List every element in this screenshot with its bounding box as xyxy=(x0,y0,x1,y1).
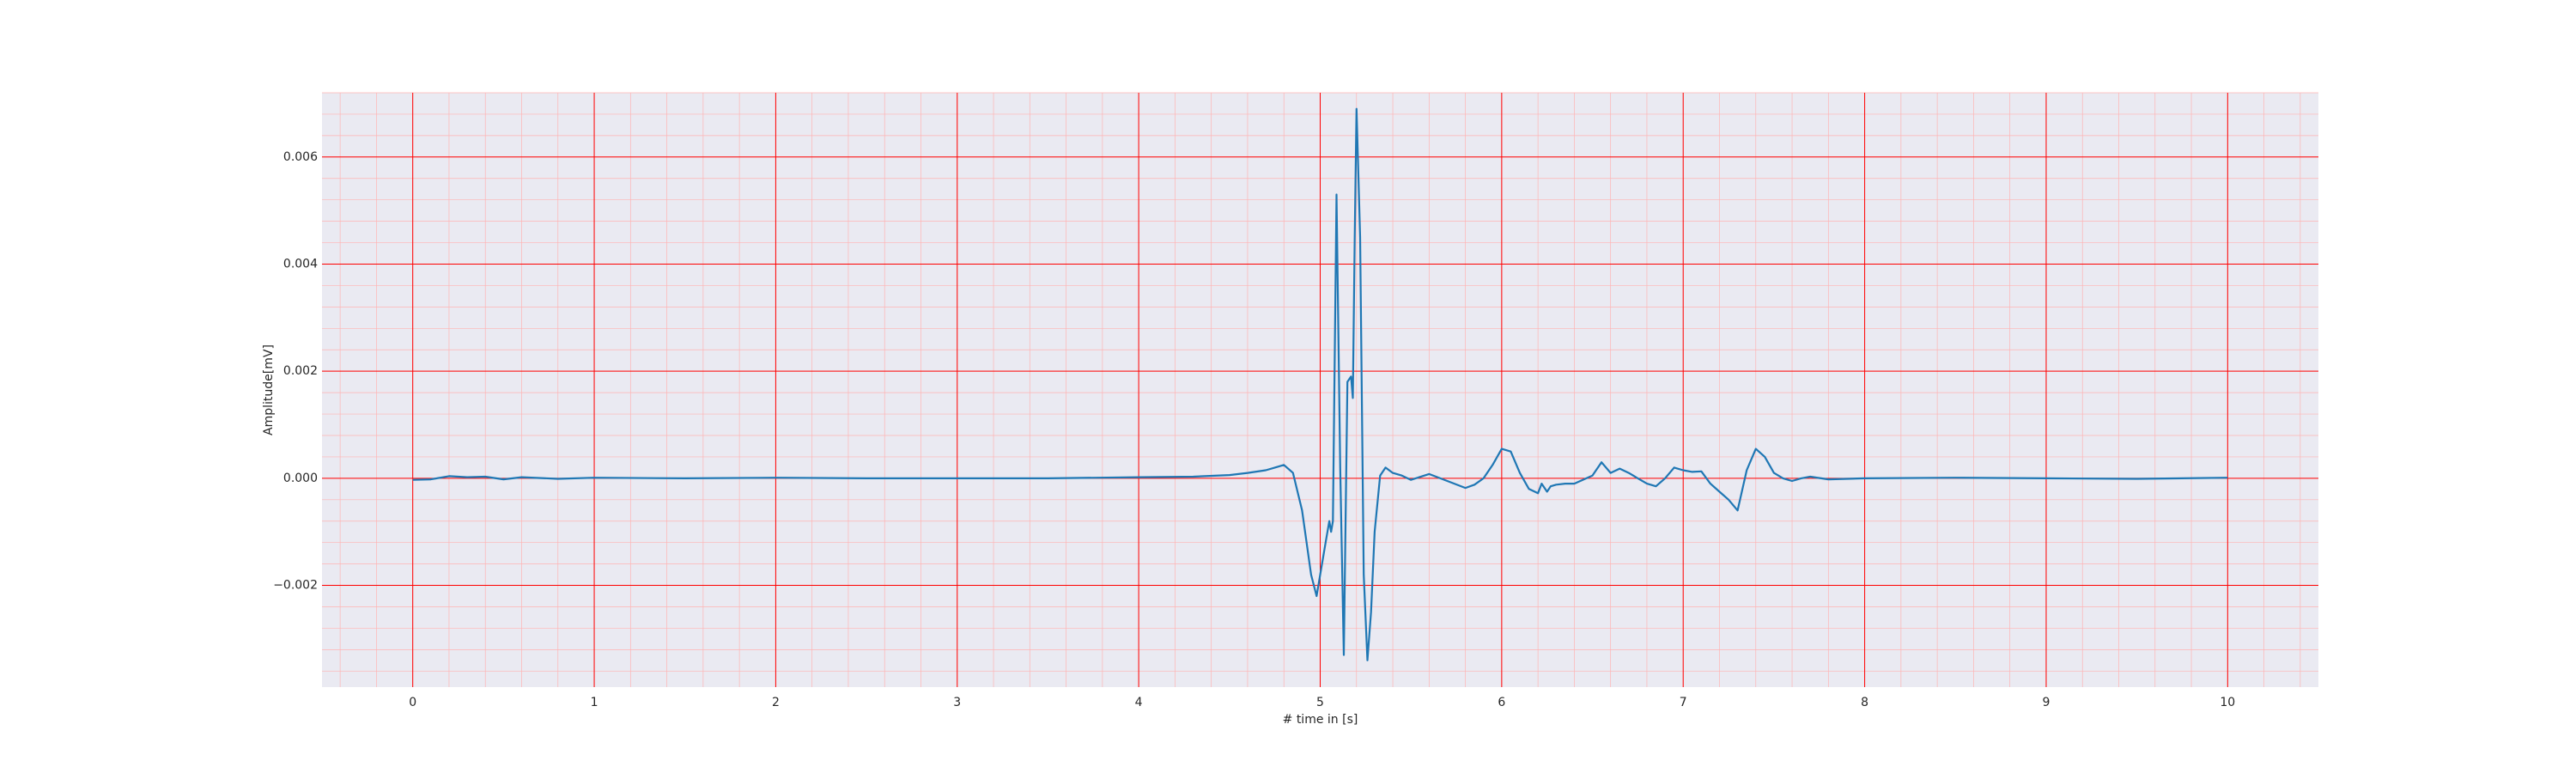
y-tick-label: −0.002 xyxy=(273,579,318,593)
x-tick-label: 0 xyxy=(409,696,416,709)
y-tick-label: 0.004 xyxy=(283,257,318,271)
y-tick-label: 0.006 xyxy=(283,150,318,164)
x-tick-label: 1 xyxy=(591,696,598,709)
y-axis-label: Amplitude[mV] xyxy=(262,344,276,435)
x-axis-label: # time in [s] xyxy=(1283,713,1358,727)
x-tick-label: 6 xyxy=(1498,696,1505,709)
x-axis-ticks: 0 1 2 3 4 5 6 7 8 9 10 xyxy=(409,696,2235,709)
x-tick-label: 5 xyxy=(1316,696,1324,709)
x-tick-label: 2 xyxy=(772,696,780,709)
y-tick-label: 0.002 xyxy=(283,364,318,378)
x-tick-label: 8 xyxy=(1861,696,1868,709)
y-tick-label: 0.000 xyxy=(283,472,318,485)
series-line xyxy=(412,107,2228,661)
x-tick-label: 10 xyxy=(2220,696,2235,709)
x-tick-label: 9 xyxy=(2042,696,2050,709)
x-tick-label: 4 xyxy=(1135,696,1143,709)
x-tick-label: 7 xyxy=(1680,696,1687,709)
x-tick-label: 3 xyxy=(953,696,961,709)
y-axis-ticks: −0.002 0.000 0.002 0.004 0.006 xyxy=(273,150,318,593)
